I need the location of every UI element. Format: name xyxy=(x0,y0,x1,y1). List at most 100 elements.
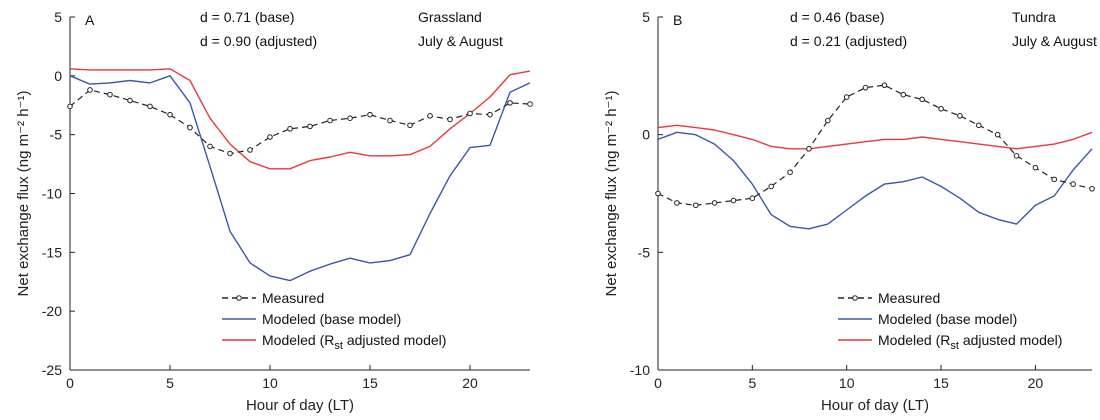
legend-entry: Modeled (Rst adjusted model) xyxy=(878,332,1062,352)
data-point-measured xyxy=(1032,164,1039,171)
data-point-measured xyxy=(487,111,493,118)
y-axis-label: Net exchange flux (ng m⁻² h⁻¹) xyxy=(603,91,620,297)
y-tick-label: 0 xyxy=(642,127,650,143)
y-tick-label: -20 xyxy=(42,303,62,319)
legend-text-subscript: st xyxy=(950,340,959,352)
series-line-modeled-r-st-adjusted-model xyxy=(69,68,531,170)
data-point-measured xyxy=(327,117,333,124)
data-point-measured xyxy=(467,110,473,117)
y-axis-label: Net exchange flux (ng m⁻² h⁻¹) xyxy=(15,91,32,297)
data-point-measured xyxy=(227,150,233,157)
data-point-measured xyxy=(862,84,869,91)
x-tick-label: 5 xyxy=(748,375,756,391)
series-line-modeled-r-st-adjusted-model xyxy=(657,124,1093,150)
legend-marker xyxy=(852,295,858,301)
y-tick-label: -15 xyxy=(42,244,62,260)
x-tick-label: 10 xyxy=(262,375,278,391)
data-point-measured xyxy=(1051,176,1058,183)
data-point-measured xyxy=(207,143,213,150)
x-tick-label: 15 xyxy=(933,375,949,391)
data-point-measured xyxy=(900,91,907,98)
x-axis-label: Hour of day (LT) xyxy=(246,397,354,414)
data-point-measured xyxy=(881,82,888,89)
panel-letter: B xyxy=(673,12,682,28)
data-point-measured xyxy=(447,116,453,123)
x-tick-label: 20 xyxy=(1028,375,1044,391)
data-point-measured xyxy=(730,197,737,204)
data-point-measured xyxy=(994,131,1001,138)
data-point-measured xyxy=(267,134,273,140)
legend-marker xyxy=(236,295,242,301)
legend-entry: Measured xyxy=(262,290,324,306)
data-point-measured xyxy=(67,103,73,110)
data-point-measured xyxy=(407,122,413,129)
legend-entry: Modeled (base model) xyxy=(878,311,1017,327)
stat-annotation: d = 0.71 (base) xyxy=(200,9,295,25)
x-tick-label: 15 xyxy=(362,375,378,391)
data-point-measured xyxy=(107,91,113,98)
data-point-measured xyxy=(427,113,433,119)
y-tick-label: -10 xyxy=(42,186,62,202)
site-annotation: Tundra xyxy=(1012,9,1056,25)
data-point-measured xyxy=(806,145,812,152)
data-point-measured xyxy=(507,100,513,106)
data-point-measured xyxy=(1070,181,1076,187)
data-point-measured xyxy=(711,200,718,206)
data-point-measured xyxy=(387,117,393,124)
series-line-modeled-base-model xyxy=(657,131,1093,230)
data-point-measured xyxy=(187,124,193,131)
data-point-measured xyxy=(825,117,831,124)
y-tick-label: -10 xyxy=(630,362,650,378)
data-point-measured xyxy=(347,115,353,121)
data-point-measured xyxy=(87,87,93,93)
data-point-measured xyxy=(919,96,925,103)
data-point-measured xyxy=(367,111,373,118)
series-line-modeled-base-model xyxy=(69,75,531,282)
panel-letter: A xyxy=(85,12,95,28)
data-point-measured xyxy=(938,105,944,112)
y-tick-label: 5 xyxy=(642,9,650,25)
x-tick-label: 0 xyxy=(66,375,74,391)
stat-annotation: d = 0.21 (adjusted) xyxy=(790,33,907,49)
data-point-measured xyxy=(167,111,173,118)
y-tick-label: -5 xyxy=(638,244,651,260)
data-point-measured xyxy=(127,97,133,104)
legend-text-part: Modeled (R xyxy=(262,332,334,348)
data-point-measured xyxy=(1013,153,1020,159)
data-point-measured xyxy=(692,202,699,209)
legend-text-part: Modeled (R xyxy=(878,332,950,348)
data-point-measured xyxy=(655,190,661,197)
legend-entry: Modeled (base model) xyxy=(262,311,401,327)
x-axis-label: Hour of day (LT) xyxy=(821,397,929,414)
data-point-measured xyxy=(787,169,793,176)
y-tick-label: -5 xyxy=(50,127,63,143)
data-point-measured xyxy=(957,113,963,119)
x-tick-label: 0 xyxy=(654,375,662,391)
legend-text-subscript: st xyxy=(334,340,343,352)
data-point-measured xyxy=(674,200,680,206)
site-annotation: July & August xyxy=(418,33,503,49)
y-tick-label: 5 xyxy=(54,9,62,25)
data-point-measured xyxy=(247,147,253,153)
series-line-measured xyxy=(657,84,1093,206)
stat-annotation: d = 0.46 (base) xyxy=(790,9,885,25)
data-point-measured xyxy=(147,103,153,110)
data-point-measured xyxy=(527,101,533,107)
site-annotation: Grassland xyxy=(418,9,482,25)
chart-panel-a: 0 5 10 15 20 5 0 -5 -10 -15 -20 -25 Hour of day (LT)… xyxy=(15,9,533,414)
x-tick-label: 5 xyxy=(166,375,174,391)
chart-panel-b: 0 5 10 15 20 5 0 -5 -10 Hour of day (LT) Net excha… xyxy=(603,9,1097,414)
data-point-measured xyxy=(307,123,313,130)
data-point-measured xyxy=(1089,185,1095,192)
x-tick-label: 10 xyxy=(839,375,855,391)
data-point-measured xyxy=(975,122,982,129)
data-point-measured xyxy=(843,94,850,100)
x-tick-label: 20 xyxy=(462,375,478,391)
y-tick-label: -25 xyxy=(42,362,62,378)
data-point-measured xyxy=(768,183,775,190)
legend-entry: Modeled (Rst adjusted model) xyxy=(262,332,446,352)
data-point-measured xyxy=(749,195,756,202)
legend-text-part: adjusted model) xyxy=(343,332,447,348)
